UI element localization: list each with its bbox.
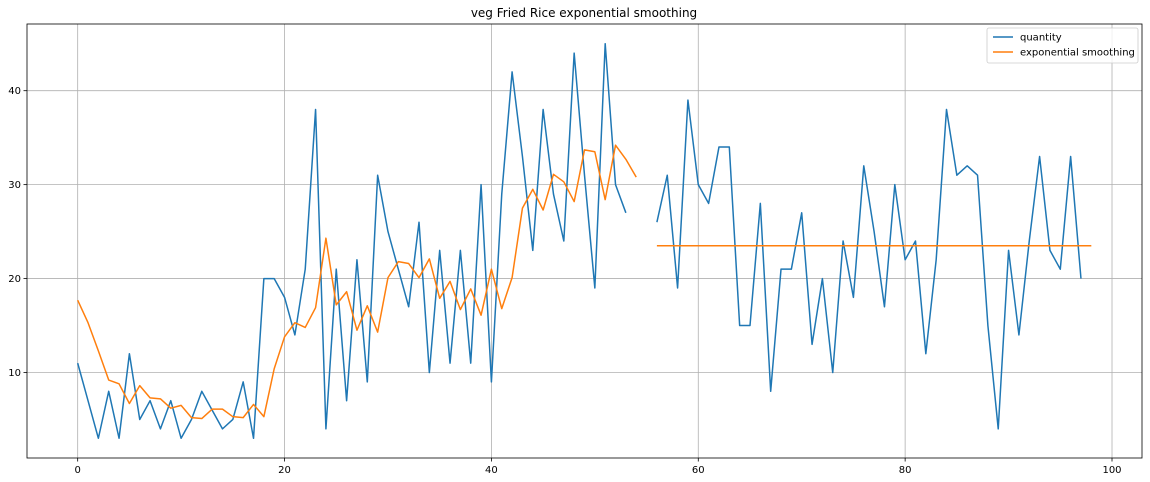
x-tick-label: 80	[899, 465, 912, 476]
y-tick-label: 30	[8, 180, 21, 191]
axis-ticks: 0 20 40 60 80 100 10 20 30 40	[8, 86, 1121, 476]
x-tick-label: 20	[278, 465, 291, 476]
y-tick-label: 40	[8, 86, 21, 97]
plot-frame	[26, 23, 1143, 459]
x-tick-label: 0	[74, 465, 80, 476]
x-tick-label: 40	[485, 465, 498, 476]
chart-title: veg Fried Rice exponential smoothing	[471, 6, 697, 20]
legend-label-exponential-smoothing: exponential smoothing	[1020, 48, 1135, 59]
legend-frame	[986, 27, 1139, 64]
x-tick-label: 60	[692, 465, 705, 476]
y-tick-label: 10	[8, 368, 21, 379]
series-lines	[76, 42, 1092, 440]
legend: quantity exponential smoothing	[986, 27, 1139, 64]
series-line-quantity	[76, 42, 1082, 440]
grid	[27, 24, 1142, 458]
x-tick-label: 100	[1102, 465, 1121, 476]
y-tick-label: 20	[8, 274, 21, 285]
series-line-exponential-smoothing	[76, 144, 1092, 420]
legend-label-quantity: quantity	[1020, 33, 1062, 44]
